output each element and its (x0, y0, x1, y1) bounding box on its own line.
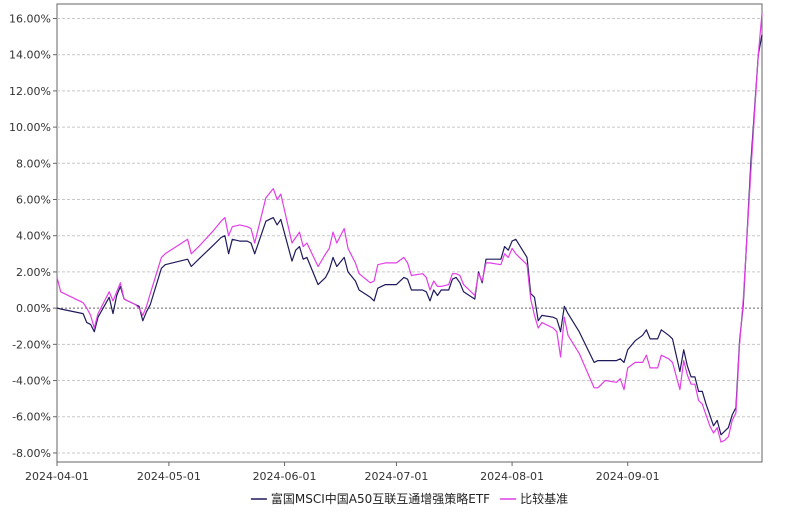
series-layer (56, 13, 763, 443)
axis-layer: -8.00% -6.00% -4.00% -2.00% 0.00% 2.00% 4.00% 6… (9, 12, 660, 483)
y-tick-label: 6.00% (16, 194, 51, 207)
legend: 富国MSCI中国A50互联互通增强策略ETF 比较基准 (250, 491, 568, 506)
y-tick-label: 4.00% (16, 230, 51, 243)
x-tick-label: 2024-08-01 (480, 470, 544, 483)
x-tick-label: 2024-05-01 (137, 470, 201, 483)
y-tick-label: 12.00% (9, 85, 51, 98)
legend-label-2: 比较基准 (520, 491, 568, 506)
y-tick-label: 0.00% (16, 302, 51, 315)
y-tick-label: 14.00% (9, 49, 51, 62)
series-line-2 (56, 13, 763, 443)
y-tick-label: -2.00% (12, 338, 51, 351)
y-tick-label: -8.00% (12, 447, 51, 460)
y-tick-label: 10.00% (9, 121, 51, 134)
x-tick-label: 2024-09-01 (596, 470, 660, 483)
y-tick-label: 8.00% (16, 157, 51, 170)
x-tick-label: 2024-06-01 (253, 470, 317, 483)
y-tick-label: 2.00% (16, 266, 51, 279)
legend-label-1: 富国MSCI中国A50互联互通增强策略ETF (271, 491, 490, 506)
y-tick-label: -4.00% (12, 375, 51, 388)
x-tick-label: 2024-07-01 (364, 470, 428, 483)
y-tick-label: -6.00% (12, 411, 51, 424)
plot-frame (56, 3, 763, 463)
series-line-1 (56, 34, 763, 436)
x-tick-label: 2024-04-01 (25, 470, 89, 483)
y-tick-label: 16.00% (9, 12, 51, 25)
grid-layer (57, 17, 762, 454)
